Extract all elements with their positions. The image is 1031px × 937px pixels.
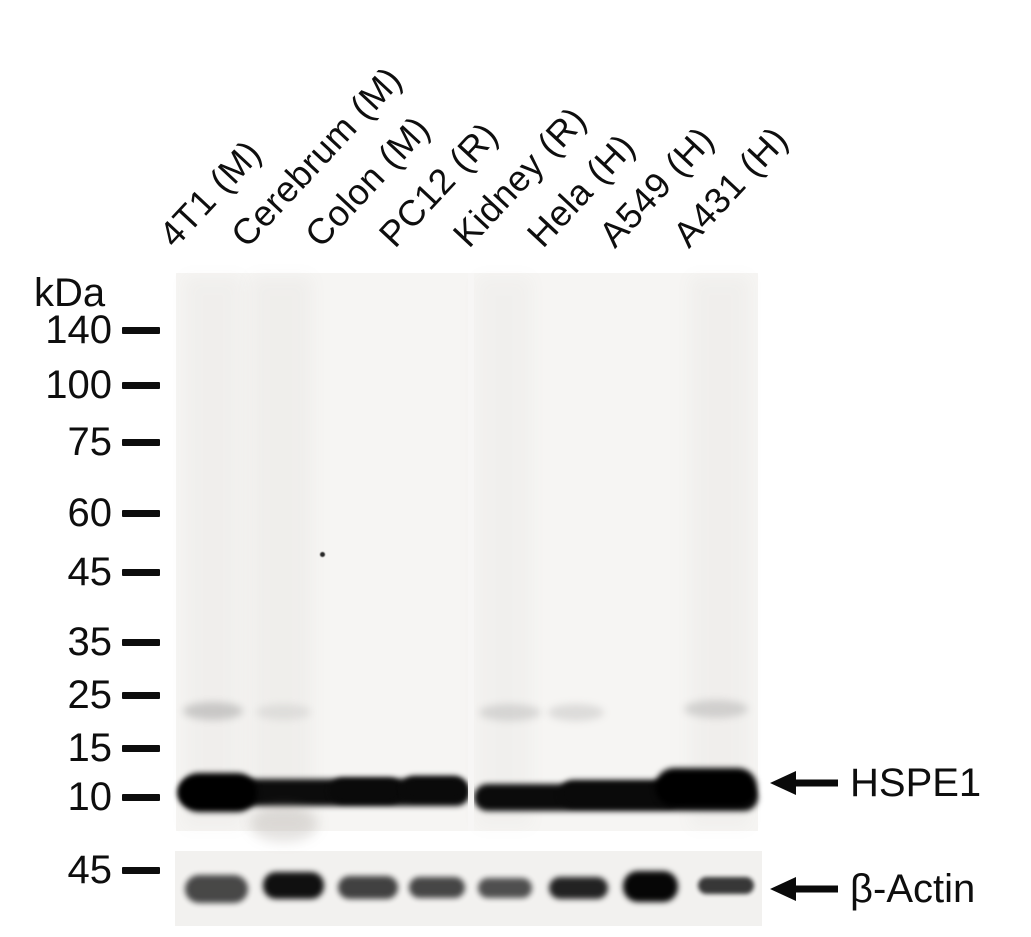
mw-marker-row: 45 bbox=[30, 848, 160, 892]
mw-marker-value: 15 bbox=[67, 726, 113, 770]
beta-actin-band bbox=[338, 876, 398, 899]
beta-actin-band bbox=[478, 878, 532, 898]
mw-marker-tick bbox=[122, 691, 160, 699]
beta-actin-band bbox=[698, 877, 754, 894]
hspe1-band bbox=[655, 768, 757, 806]
mw-marker-value: 100 bbox=[45, 363, 112, 407]
background-streak bbox=[476, 276, 532, 828]
left-arrow-icon bbox=[770, 877, 838, 901]
beta-actin-band bbox=[409, 877, 465, 898]
mw-marker-value: 45 bbox=[67, 848, 113, 892]
mw-marker-value: 60 bbox=[67, 491, 113, 535]
mw-marker-row: 140 bbox=[30, 308, 160, 352]
left-arrow-icon bbox=[770, 771, 838, 795]
mw-marker-tick bbox=[122, 438, 160, 446]
mw-marker-tick bbox=[122, 744, 160, 752]
kda-unit-label: kDa bbox=[34, 271, 106, 315]
mw-marker-tick bbox=[122, 326, 160, 334]
hspe1-band bbox=[179, 773, 257, 812]
background-streak bbox=[184, 276, 242, 828]
mw-marker-value: 25 bbox=[67, 673, 113, 717]
speck bbox=[320, 552, 325, 557]
mw-marker-value: 10 bbox=[67, 775, 113, 819]
beta-actin-band bbox=[549, 877, 608, 899]
mw-marker-tick bbox=[122, 509, 160, 517]
mw-marker-row: 10 bbox=[30, 775, 160, 819]
faint-band-22kda bbox=[183, 702, 243, 720]
mw-marker-tick bbox=[122, 793, 160, 801]
mw-marker-row: 15 bbox=[30, 726, 160, 770]
mw-marker-tick bbox=[122, 568, 160, 576]
mw-marker-row: 35 bbox=[30, 620, 160, 664]
background-streak bbox=[250, 276, 312, 828]
membrane-splice-seam bbox=[468, 273, 474, 831]
target-blot-panel bbox=[176, 273, 758, 831]
faint-band-22kda bbox=[256, 704, 311, 720]
protein-name-label: HSPE1 bbox=[850, 761, 982, 805]
mw-marker-value: 45 bbox=[67, 550, 113, 594]
mw-marker-value: 35 bbox=[67, 620, 113, 664]
hspe1-band bbox=[402, 776, 466, 800]
smudge bbox=[250, 806, 318, 842]
hspe1-band bbox=[330, 778, 402, 803]
band-annotation: β-Actin bbox=[768, 867, 975, 911]
mw-marker-row: 100 bbox=[30, 363, 160, 407]
mw-marker-tick bbox=[122, 866, 160, 874]
mw-marker-value: 140 bbox=[45, 308, 112, 352]
faint-band-22kda bbox=[479, 704, 541, 721]
mw-marker-row: 45 bbox=[30, 550, 160, 594]
mw-marker-row: 60 bbox=[30, 491, 160, 535]
mw-marker-tick bbox=[122, 381, 160, 389]
protein-name-label: β-Actin bbox=[850, 867, 976, 911]
beta-actin-band bbox=[185, 875, 248, 903]
beta-actin-band bbox=[263, 872, 324, 899]
background-streak bbox=[690, 276, 750, 828]
beta-actin-band bbox=[623, 871, 678, 902]
faint-band-22kda bbox=[684, 700, 748, 718]
faint-band-22kda bbox=[548, 704, 604, 721]
mw-marker-row: 25 bbox=[30, 673, 160, 717]
mw-marker-row: 75 bbox=[30, 420, 160, 464]
mw-marker-value: 75 bbox=[67, 420, 113, 464]
mw-marker-tick bbox=[122, 638, 160, 646]
band-annotation: HSPE1 bbox=[768, 761, 981, 805]
